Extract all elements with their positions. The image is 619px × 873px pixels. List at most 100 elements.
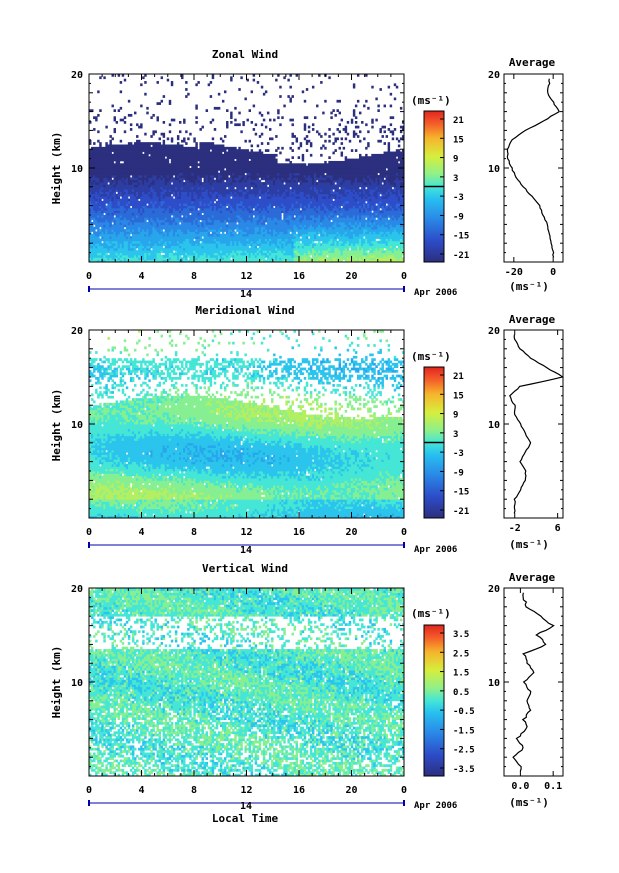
heatmap-cell bbox=[346, 461, 350, 465]
heatmap-cell bbox=[244, 407, 247, 411]
heatmap-cell bbox=[131, 503, 135, 507]
heatmap-cell bbox=[350, 426, 356, 430]
heatmap-cell bbox=[391, 191, 399, 195]
heatmap-cell bbox=[260, 238, 266, 242]
heatmap-cell bbox=[275, 177, 278, 181]
heatmap-cell bbox=[330, 407, 333, 411]
heatmap-cell bbox=[152, 478, 155, 481]
colorbar-tick-label: 3 bbox=[453, 174, 458, 184]
heatmap-cell bbox=[293, 254, 299, 258]
heatmap-cell bbox=[338, 238, 360, 242]
heatmap-cell bbox=[179, 172, 184, 176]
heatmap-cell bbox=[179, 175, 198, 178]
heatmap-cell bbox=[99, 215, 102, 218]
heatmap-cell bbox=[252, 513, 260, 517]
heatmap-cell bbox=[297, 478, 303, 481]
heatmap-cell bbox=[365, 452, 370, 455]
heatmap-cell bbox=[387, 247, 395, 251]
heatmap-cell bbox=[99, 229, 102, 232]
heatmap-cell bbox=[328, 128, 331, 131]
heatmap-cell bbox=[299, 217, 305, 221]
heatmap-cell bbox=[187, 92, 190, 96]
heatmap-cell bbox=[371, 222, 374, 225]
heatmap-cell bbox=[359, 438, 368, 441]
heatmap-cell bbox=[363, 494, 366, 498]
heatmap-cell bbox=[336, 233, 339, 237]
heatmap-cell bbox=[89, 461, 100, 465]
heatmap-cell bbox=[303, 245, 313, 249]
heatmap-cell bbox=[203, 496, 211, 500]
heatmap-cell bbox=[162, 210, 166, 214]
heatmap-cell bbox=[134, 222, 151, 225]
heatmap-cell bbox=[199, 142, 215, 145]
heatmap-cell bbox=[352, 482, 358, 486]
heatmap-cell bbox=[320, 449, 333, 453]
heatmap-cell bbox=[191, 468, 194, 472]
heatmap-cell bbox=[373, 219, 405, 223]
heatmap-cell bbox=[166, 421, 170, 425]
heatmap-cell bbox=[123, 245, 129, 249]
heatmap-cell bbox=[297, 245, 301, 249]
heatmap-cell bbox=[295, 489, 301, 493]
heatmap-cell bbox=[393, 186, 397, 190]
heatmap-cell bbox=[125, 466, 129, 470]
heatmap-cell bbox=[291, 156, 294, 159]
heatmap-cell bbox=[89, 480, 92, 484]
heatmap-cell bbox=[250, 182, 256, 185]
heatmap-cell bbox=[340, 482, 346, 486]
heatmap-cell bbox=[111, 203, 119, 206]
heatmap-cell bbox=[352, 135, 356, 138]
heatmap-cell bbox=[379, 471, 382, 474]
heatmap-cell bbox=[326, 196, 329, 199]
heatmap-cell bbox=[213, 238, 217, 242]
heatmap-cell bbox=[316, 233, 319, 237]
heatmap-cell bbox=[305, 139, 311, 143]
heatmap-cell bbox=[269, 229, 272, 232]
heatmap-cell bbox=[320, 466, 327, 470]
heatmap-cell bbox=[373, 466, 405, 470]
heatmap-cell bbox=[324, 501, 329, 505]
heatmap-cell bbox=[234, 405, 241, 408]
heatmap-cell bbox=[307, 196, 311, 199]
heatmap-cell bbox=[354, 177, 358, 181]
heatmap-cell bbox=[211, 205, 215, 209]
heatmap-cell bbox=[166, 468, 174, 472]
heatmap-cell bbox=[361, 186, 364, 190]
heatmap-cell bbox=[97, 513, 102, 517]
heatmap-cell bbox=[103, 414, 108, 418]
heatmap-cell bbox=[213, 233, 217, 237]
heatmap-cell bbox=[324, 146, 327, 150]
heatmap-cell bbox=[236, 447, 241, 451]
heatmap-cell bbox=[264, 217, 268, 221]
heatmap-cell bbox=[160, 433, 164, 437]
heatmap-cell bbox=[389, 123, 393, 127]
heatmap-cell bbox=[260, 142, 264, 145]
heatmap-cell bbox=[140, 485, 143, 488]
heatmap-cell bbox=[350, 452, 360, 455]
heatmap-cell bbox=[189, 193, 192, 197]
heatmap-cell bbox=[215, 480, 219, 484]
heatmap-cell bbox=[217, 229, 221, 232]
heatmap-cell bbox=[385, 205, 389, 209]
colorbar-tick-label: -15 bbox=[453, 232, 469, 242]
heatmap-cell bbox=[240, 76, 243, 80]
heatmap-cell bbox=[248, 454, 251, 458]
heatmap-cell bbox=[318, 445, 321, 448]
heatmap-cell bbox=[393, 482, 397, 486]
heatmap-cell bbox=[397, 475, 401, 479]
heatmap-cell bbox=[181, 207, 184, 211]
heatmap-cell bbox=[150, 482, 170, 486]
heatmap-cell bbox=[144, 499, 147, 502]
heatmap-cell bbox=[224, 459, 229, 462]
heatmap-cell bbox=[199, 207, 202, 211]
y-tick-label: 10 bbox=[71, 164, 83, 175]
heatmap-cell bbox=[291, 193, 294, 197]
heatmap-cell bbox=[201, 200, 211, 204]
heatmap-cell bbox=[336, 503, 339, 507]
heatmap-cell bbox=[131, 487, 135, 491]
heatmap-cell bbox=[389, 224, 393, 228]
heatmap-cell bbox=[93, 482, 96, 486]
heatmap-cell bbox=[309, 496, 313, 500]
heatmap-cell bbox=[383, 459, 405, 462]
heatmap-cell bbox=[201, 224, 204, 228]
